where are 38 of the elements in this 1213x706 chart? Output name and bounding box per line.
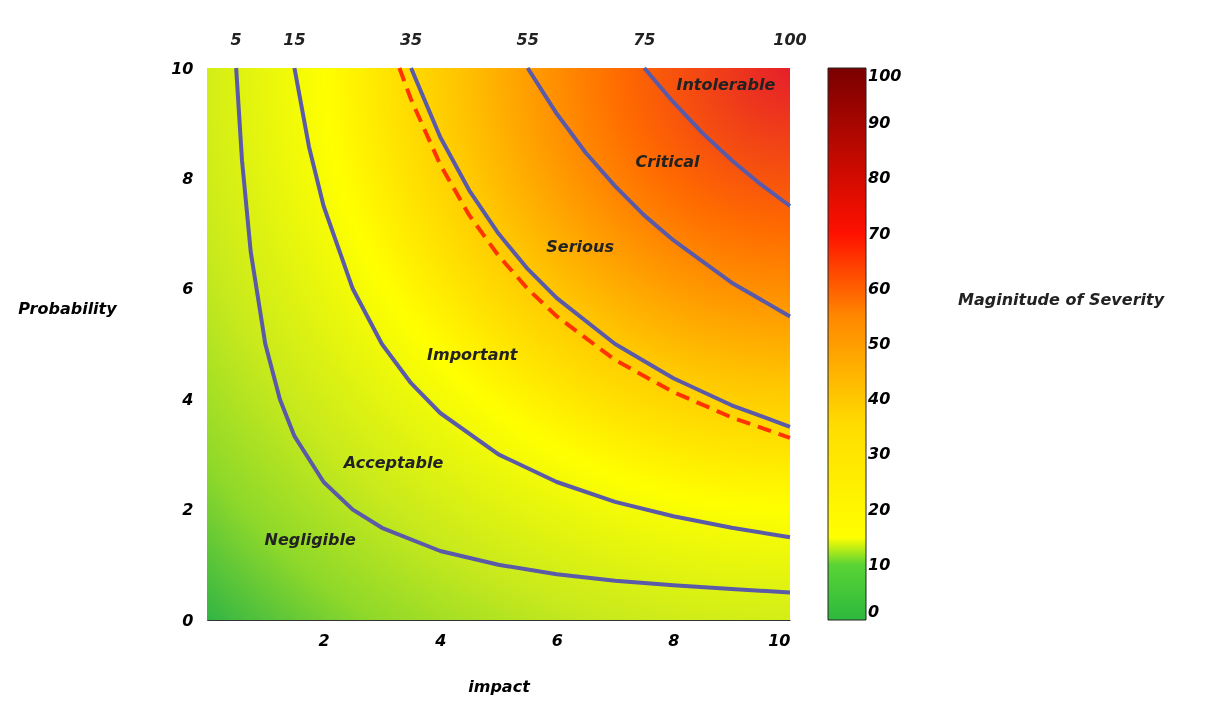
color-bar-label: 40 xyxy=(867,389,891,409)
color-bar-label: 50 xyxy=(868,334,891,353)
color-bar-label: 20 xyxy=(868,499,891,519)
annotation: Important xyxy=(427,345,519,365)
color-bar-label: 80 xyxy=(868,168,891,188)
y-axis-title: Probability xyxy=(18,298,118,318)
color-bar-label: 100 xyxy=(868,66,902,85)
x-tick-label: 10 xyxy=(768,630,791,650)
color-bar-label: 30 xyxy=(868,444,891,464)
y-tick-label: 6 xyxy=(182,279,194,299)
x-tick-label: 2 xyxy=(318,630,330,650)
annotation: 55 xyxy=(516,30,539,49)
y-tick-label: 4 xyxy=(181,389,194,409)
annotation: 75 xyxy=(633,30,656,49)
annotation: Acceptable xyxy=(341,452,444,472)
color-bar-label: 10 xyxy=(868,554,891,574)
annotation: Negligible xyxy=(264,529,357,549)
y-tick-label: 2 xyxy=(182,500,194,520)
x-tick-label: 6 xyxy=(551,630,563,650)
color-bar-label: 90 xyxy=(868,113,891,133)
annotation: Serious xyxy=(546,237,614,257)
color-bar-title: Maginitude of Severity xyxy=(958,289,1165,309)
color-bar-label: 70 xyxy=(868,223,891,243)
y-tick-label: 0 xyxy=(182,610,194,630)
annotation: 15 xyxy=(283,30,306,49)
annotation: 5 xyxy=(230,30,242,49)
line-series xyxy=(525,66,792,319)
x-axis-title: impact xyxy=(468,676,532,696)
x-tick-label: 4 xyxy=(434,630,447,650)
annotation: Critical xyxy=(635,151,701,171)
color-bar-label: 0 xyxy=(868,602,880,621)
annotation: 35 xyxy=(399,30,423,49)
x-tick-label: 8 xyxy=(668,630,680,650)
y-tick-label: 10 xyxy=(171,58,194,78)
annotation: Intolerable xyxy=(676,74,776,94)
text: 100 xyxy=(773,30,807,49)
color-bar-label: 60 xyxy=(868,278,891,298)
y-tick-label: 8 xyxy=(182,168,194,188)
